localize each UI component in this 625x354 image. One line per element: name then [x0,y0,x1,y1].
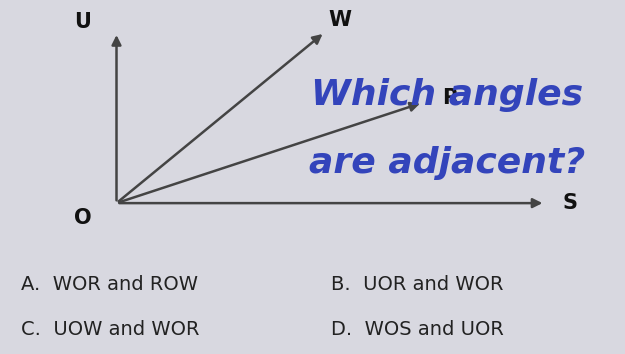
Text: U: U [74,12,91,32]
Text: R: R [442,87,458,108]
Text: C.  UOW and WOR: C. UOW and WOR [21,320,200,339]
Text: Which angles: Which angles [311,78,583,112]
Text: B.  UOR and WOR: B. UOR and WOR [331,275,503,295]
Text: A.  WOR and ROW: A. WOR and ROW [21,275,198,295]
Text: are adjacent?: are adjacent? [309,146,586,180]
Text: S: S [562,193,578,213]
Text: O: O [74,208,92,228]
Text: W: W [329,10,351,30]
Text: D.  WOS and UOR: D. WOS and UOR [331,320,504,339]
